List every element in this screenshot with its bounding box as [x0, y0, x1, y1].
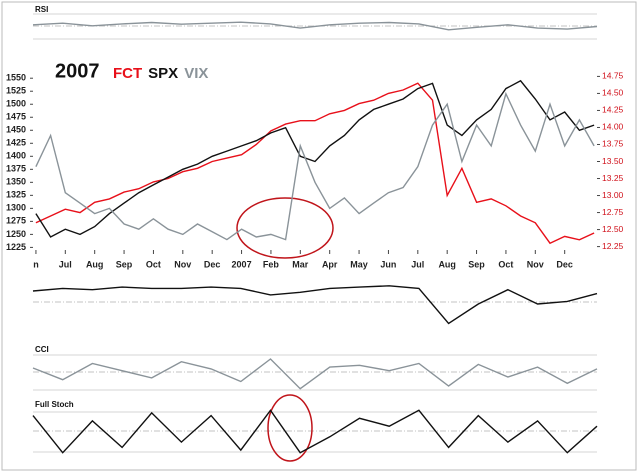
y-tick-label: 1525: [6, 86, 26, 96]
y-tick-label: 1550: [6, 73, 26, 83]
panel-title: Full Stoch: [35, 400, 74, 409]
x-tick-label: Jun: [380, 259, 396, 269]
chart-title: 2007: [55, 60, 100, 82]
y-tick-label: 1400: [6, 151, 26, 161]
x-tick-label: n: [33, 259, 39, 269]
x-tick-label: Mar: [292, 259, 309, 269]
y2-tick-label: 12.50: [602, 224, 624, 234]
legend-entry: FCT: [113, 65, 142, 82]
x-tick-label: Sep: [468, 259, 485, 269]
series-line: [32, 21, 598, 31]
x-tick-label: Dec: [556, 259, 573, 269]
x-tick-label: Feb: [263, 259, 280, 269]
y2-tick-label: 13.75: [602, 139, 624, 149]
y-tick-label: 1450: [6, 125, 26, 135]
series-line: [32, 409, 598, 454]
series-line: [32, 358, 598, 390]
panel-title: RSI: [35, 5, 48, 14]
highlight-circle: [267, 394, 313, 462]
y-tick-label: 1475: [6, 112, 26, 122]
y-tick-label: 1350: [6, 177, 26, 187]
y2-tick-label: 12.25: [602, 241, 624, 251]
x-tick-label: Nov: [174, 259, 191, 269]
y2-tick-label: 13.00: [602, 190, 624, 200]
x-tick-label: 2007: [232, 259, 252, 269]
y-tick-label: 1325: [6, 190, 26, 200]
x-tick-label: Apr: [322, 259, 338, 269]
x-tick-label: Aug: [438, 259, 456, 269]
y-tick-label: 1500: [6, 99, 26, 109]
y-tick-label: 1375: [6, 164, 26, 174]
y-tick-label: 1275: [6, 216, 26, 226]
x-tick-label: Sep: [116, 259, 133, 269]
legend-entry: VIX: [184, 65, 208, 82]
y2-tick-label: 14.50: [602, 88, 624, 98]
series-line: [32, 285, 598, 325]
y2-tick-label: 13.50: [602, 156, 624, 166]
y2-tick-label: 13.25: [602, 173, 624, 183]
x-tick-label: Nov: [527, 259, 544, 269]
series-line: [35, 91, 595, 241]
x-tick-label: Oct: [498, 259, 513, 269]
reference-lines: [33, 25, 597, 432]
x-tick-label: May: [350, 259, 368, 269]
y-tick-label: 1425: [6, 138, 26, 148]
x-tick-label: Jul: [59, 259, 72, 269]
x-tick-label: Oct: [146, 259, 161, 269]
x-tick-label: Aug: [86, 259, 104, 269]
panel-title: CCI: [35, 345, 49, 354]
panel-borders: [33, 13, 597, 453]
y-tick-label: 1250: [6, 229, 26, 239]
y-tick-label: 1225: [6, 242, 26, 252]
x-tick-label: Jul: [411, 259, 424, 269]
y2-tick-label: 14.00: [602, 122, 624, 132]
y-tick-label: 1300: [6, 203, 26, 213]
y2-tick-label: 12.75: [602, 207, 624, 217]
y2-tick-label: 14.75: [602, 71, 624, 81]
legend-entry: SPX: [148, 65, 178, 82]
series-line: [35, 82, 595, 245]
x-tick-label: Dec: [204, 259, 221, 269]
series-line: [35, 79, 595, 238]
highlight-circle: [236, 197, 334, 259]
y2-tick-label: 14.25: [602, 105, 624, 115]
